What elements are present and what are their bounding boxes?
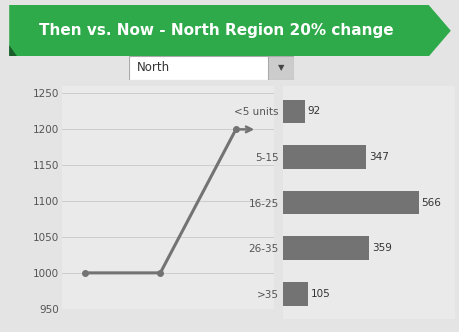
Text: 105: 105 xyxy=(310,289,330,299)
Bar xyxy=(282,236,368,260)
Bar xyxy=(282,191,418,214)
Bar xyxy=(282,282,308,305)
FancyBboxPatch shape xyxy=(129,56,294,80)
Text: 566: 566 xyxy=(420,198,440,208)
Bar xyxy=(282,100,304,123)
Polygon shape xyxy=(9,45,17,56)
Polygon shape xyxy=(9,5,450,56)
Text: ▼: ▼ xyxy=(277,63,284,72)
FancyBboxPatch shape xyxy=(267,56,294,80)
Text: North: North xyxy=(137,61,170,74)
Text: 347: 347 xyxy=(368,152,388,162)
Text: Then vs. Now - North Region 20% change: Then vs. Now - North Region 20% change xyxy=(39,23,393,38)
Text: 92: 92 xyxy=(307,106,320,117)
Bar xyxy=(282,145,365,169)
Text: 359: 359 xyxy=(371,243,391,253)
